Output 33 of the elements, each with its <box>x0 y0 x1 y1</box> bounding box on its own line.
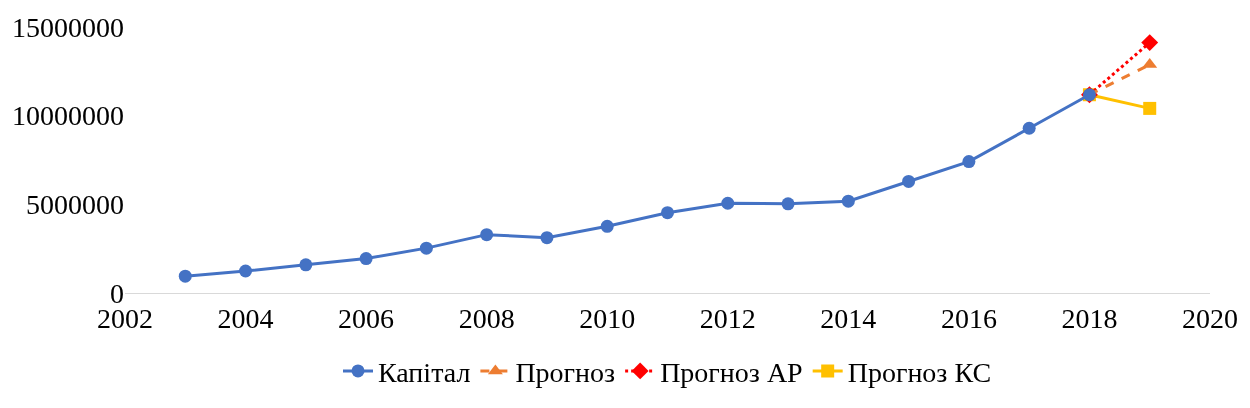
legend-label: Прогноз КС <box>847 356 992 388</box>
x-tick-label: 2018 <box>1061 302 1118 334</box>
point <box>1022 121 1036 135</box>
point <box>902 174 916 188</box>
point <box>721 196 735 210</box>
point <box>1143 101 1157 115</box>
point <box>841 194 855 208</box>
point <box>178 269 192 283</box>
point <box>962 155 976 169</box>
legend-label: Прогноз АР <box>660 356 803 388</box>
legend-label: Капітал <box>378 356 471 388</box>
x-tick-label: 2016 <box>940 302 997 334</box>
legend-label: Прогноз <box>515 356 616 388</box>
x-tick-label: 2014 <box>820 302 877 334</box>
x-tick-label: 2008 <box>458 302 515 334</box>
point <box>1141 34 1159 52</box>
y-tick-label: 10000000 <box>12 100 124 132</box>
y-tick-label: 15000000 <box>12 11 124 43</box>
point <box>540 231 554 245</box>
point <box>661 206 674 220</box>
point <box>419 241 433 255</box>
point <box>480 228 494 242</box>
point <box>600 219 614 233</box>
x-tick-label: 2020 <box>1182 302 1238 334</box>
point <box>781 197 795 211</box>
x-tick-label: 2012 <box>699 302 756 334</box>
x-tick-label: 2010 <box>579 302 636 334</box>
x-tick-label: 2004 <box>217 302 274 334</box>
point <box>299 258 313 272</box>
point <box>359 252 373 266</box>
point <box>239 264 253 278</box>
x-tick-label: 2006 <box>338 302 395 334</box>
y-tick-label: 5000000 <box>26 189 124 221</box>
